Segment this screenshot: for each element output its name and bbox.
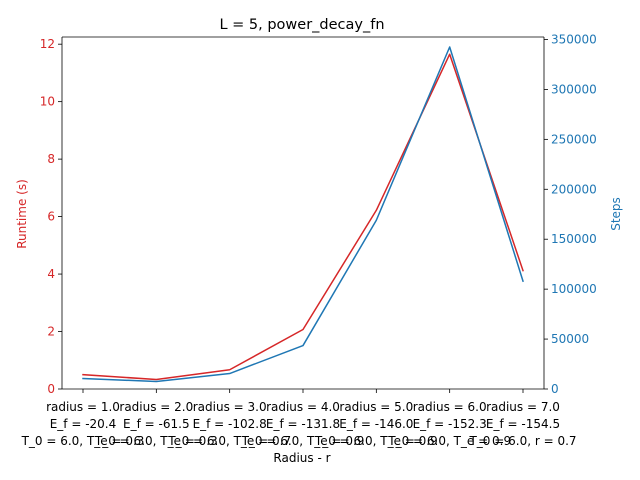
x-tick-label-line: T_0 = 6.0, T_e = 0.3: [94, 434, 218, 448]
x-tick-label: radius = 6.0 E_f = -152.3 T_0 = 6.0, T_e =…: [387, 400, 511, 448]
left-y-tick-label: 0: [47, 382, 55, 396]
x-tick-label-line: radius = 3.0: [193, 400, 267, 414]
left-y-tick-label: 12: [40, 37, 55, 51]
x-axis-label: Radius - r: [273, 451, 330, 465]
x-tick-label-line: T_0 = 6.0, T_e = 0.3: [21, 434, 145, 448]
x-tick-label: radius = 7.0 E_f = -154.5 T_0 = 6.0, r = 0…: [468, 400, 576, 448]
right-y-tick-label: 200000: [551, 182, 597, 196]
x-tick-label-line: radius = 6.0: [413, 400, 487, 414]
x-tick-label-line: E_f = -152.3: [413, 417, 487, 431]
x-tick-label: radius = 1.0 E_f = -20.4 T_0 = 6.0, T_e = …: [21, 400, 145, 448]
x-tick-label-line: radius = 5.0: [339, 400, 413, 414]
right-y-tick-label: 350000: [551, 32, 597, 46]
x-tick-label-line: radius = 2.0: [119, 400, 193, 414]
x-tick-label-line: E_f = -61.5: [123, 417, 190, 431]
right-y-axis-label: Steps: [609, 197, 623, 231]
runtime-series-line: [82, 53, 524, 381]
right-y-tick-label: 100000: [551, 282, 597, 296]
x-tick-label-line: E_f = -154.5: [486, 417, 560, 431]
left-y-tick-label: 8: [47, 152, 55, 166]
x-tick-label: radius = 4.0 E_f = -131.8 T_0 = 6.0, T_e =…: [241, 400, 365, 448]
x-tick-label-line: radius = 1.0: [46, 400, 120, 414]
plot-area: 0 2 4 6 8 10 12 0 50000 100000 150000 200000 250000 3…: [21, 32, 597, 448]
x-tick-label-line: T_0 = 6.0, T_e = 0.9: [241, 434, 365, 448]
right-y-tick-label: 250000: [551, 132, 597, 146]
x-tick-label: radius = 3.0 E_f = -102.8 T_0 = 6.0, T_e =…: [167, 400, 291, 448]
x-tick-label: radius = 2.0 E_f = -61.5 T_0 = 6.0, T_e = …: [94, 400, 218, 448]
left-y-tick-label: 4: [47, 267, 55, 281]
right-y-tick-label: 150000: [551, 232, 597, 246]
x-tick-label-line: E_f = -146.0: [339, 417, 413, 431]
chart-title: L = 5, power_decay_fn: [219, 17, 384, 33]
right-y-tick-label: 50000: [551, 332, 589, 346]
steps-series-line: [82, 46, 524, 383]
left-y-tick-label: 6: [47, 210, 55, 224]
x-tick-label-line: E_f = -20.4: [50, 417, 117, 431]
left-y-axis-label: Runtime (s): [15, 179, 29, 249]
x-tick-label-line: radius = 4.0: [266, 400, 340, 414]
left-y-tick-label: 10: [40, 95, 55, 109]
x-tick-label-line: T_0 = 6.0, T_e = 0.9: [314, 434, 438, 448]
right-y-tick-label: 300000: [551, 82, 597, 96]
x-tick-label-line: E_f = -131.8: [266, 417, 340, 431]
x-tick-label-line: T_0 = 6.0, T_e = 0.7: [167, 434, 291, 448]
right-y-tick-label: 0: [551, 382, 559, 396]
x-tick-label-line: T_0 = 6.0, T_e = 0.9: [387, 434, 511, 448]
x-tick-label-line: T_0 = 6.0, r = 0.7: [468, 434, 576, 448]
x-tick-label-line: radius = 7.0: [486, 400, 560, 414]
x-tick-label-line: E_f = -102.8: [193, 417, 267, 431]
x-tick-label: radius = 5.0 E_f = -146.0 T_0 = 6.0, T_e =…: [314, 400, 438, 448]
left-y-tick-label: 2: [47, 325, 55, 339]
